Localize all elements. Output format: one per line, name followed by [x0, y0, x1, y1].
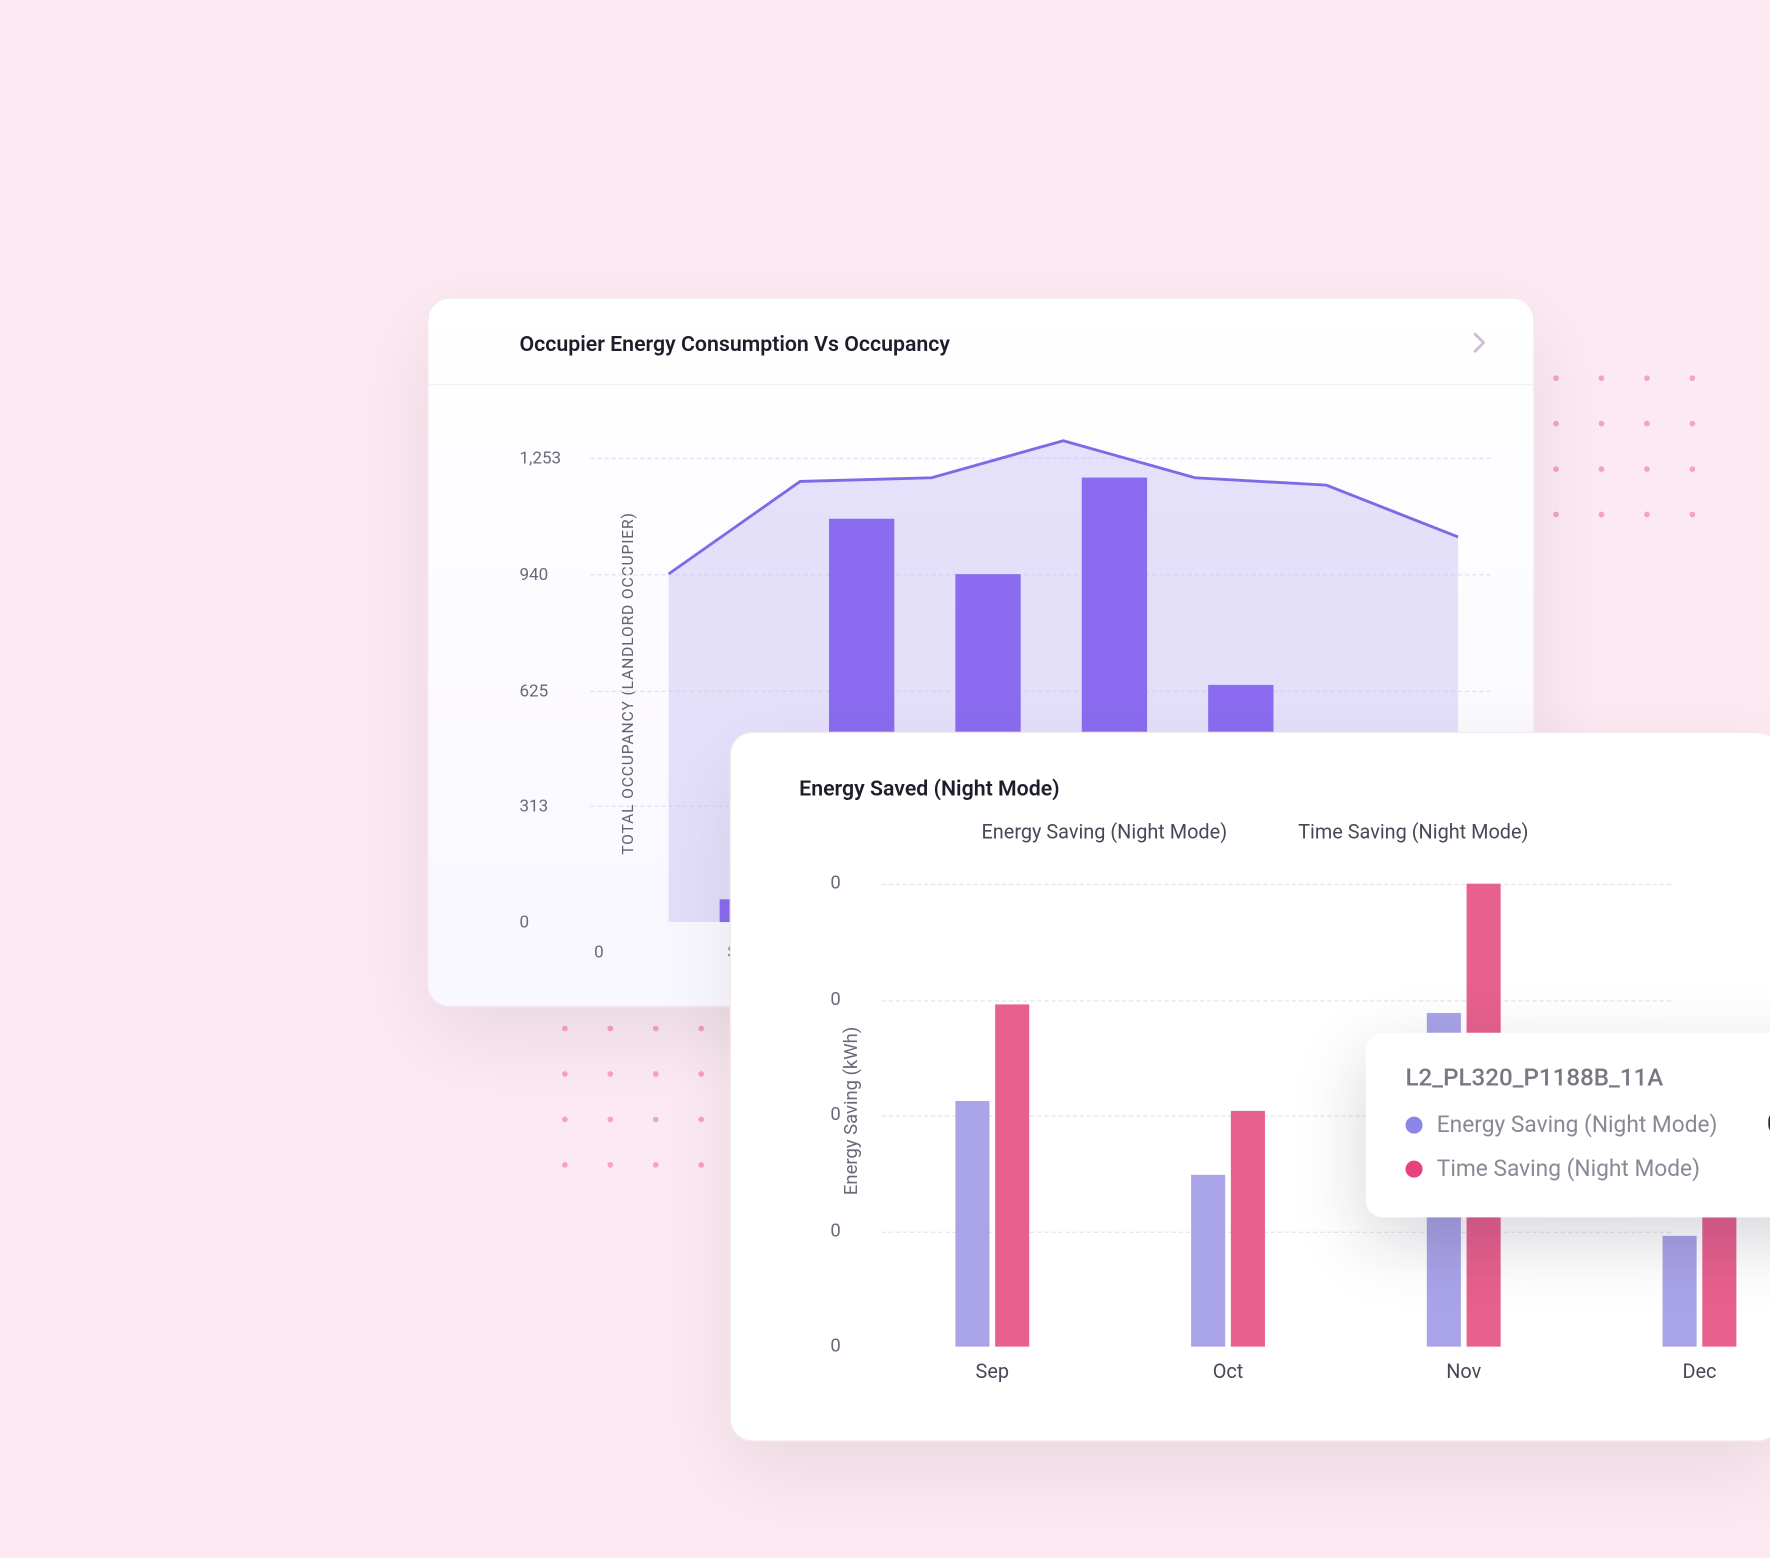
tooltip-row-time: Time Saving (Night Mode) 1,800 m — [1406, 1154, 1770, 1184]
decorative-dot-grid-bottom — [562, 1026, 707, 1171]
tooltip-label-time: Time Saving (Night Mode) — [1437, 1155, 1762, 1182]
occupancy-ytick: 0 — [519, 912, 529, 932]
chevron-right-icon[interactable] — [1468, 330, 1491, 358]
legend-item-time: Time Saving (Night Mode) — [1298, 821, 1528, 844]
energy-xtick: Oct — [1213, 1361, 1244, 1384]
energy-bar — [955, 1101, 989, 1346]
occupancy-chart-title: Occupier Energy Consumption Vs Occupancy — [519, 331, 950, 357]
energy-saved-legend: Energy Saving (Night Mode) Time Saving (… — [731, 821, 1770, 858]
tooltip-title: L2_PL320_P1188B_11A — [1406, 1064, 1770, 1092]
energy-saved-title: Energy Saved (Night Mode) — [731, 733, 1770, 821]
energy-ytick-left: 0 — [830, 1336, 840, 1357]
legend-item-energy: Energy Saving (Night Mode) — [981, 821, 1227, 844]
tooltip-dot-energy — [1406, 1116, 1423, 1133]
energy-ytick-left: 0 — [830, 1220, 840, 1241]
tooltip-label-energy: Energy Saving (Night Mode) — [1437, 1111, 1753, 1138]
occupancy-ytick: 313 — [519, 796, 548, 816]
time-bar — [995, 1004, 1029, 1347]
energy-ytick-left: 0 — [830, 989, 840, 1010]
occupancy-ytick: 1,253 — [519, 448, 561, 468]
energy-saved-y-axis-label: Energy Saving (kWh) — [841, 1027, 862, 1195]
energy-ytick-left: 0 — [830, 873, 840, 894]
occupancy-ytick: 940 — [519, 564, 548, 584]
energy-ytick-left: 0 — [830, 1105, 840, 1126]
tooltip-row-energy: Energy Saving (Night Mode) 0.15 kWh — [1406, 1109, 1770, 1139]
energy-xtick: Sep — [976, 1361, 1010, 1384]
chart-tooltip: L2_PL320_P1188B_11A Energy Saving (Night… — [1366, 1033, 1770, 1218]
occupancy-xtick: 0 — [594, 942, 604, 962]
energy-xtick: Nov — [1446, 1361, 1481, 1384]
energy-bar — [1191, 1175, 1225, 1346]
time-bar — [1702, 1217, 1736, 1347]
time-bar — [1231, 1111, 1265, 1347]
energy-xtick: Dec — [1682, 1361, 1716, 1384]
energy-bar — [1663, 1236, 1697, 1347]
decorative-dot-grid-top — [1553, 375, 1698, 520]
occupancy-ytick: 625 — [519, 681, 548, 701]
tooltip-dot-time — [1406, 1160, 1423, 1177]
